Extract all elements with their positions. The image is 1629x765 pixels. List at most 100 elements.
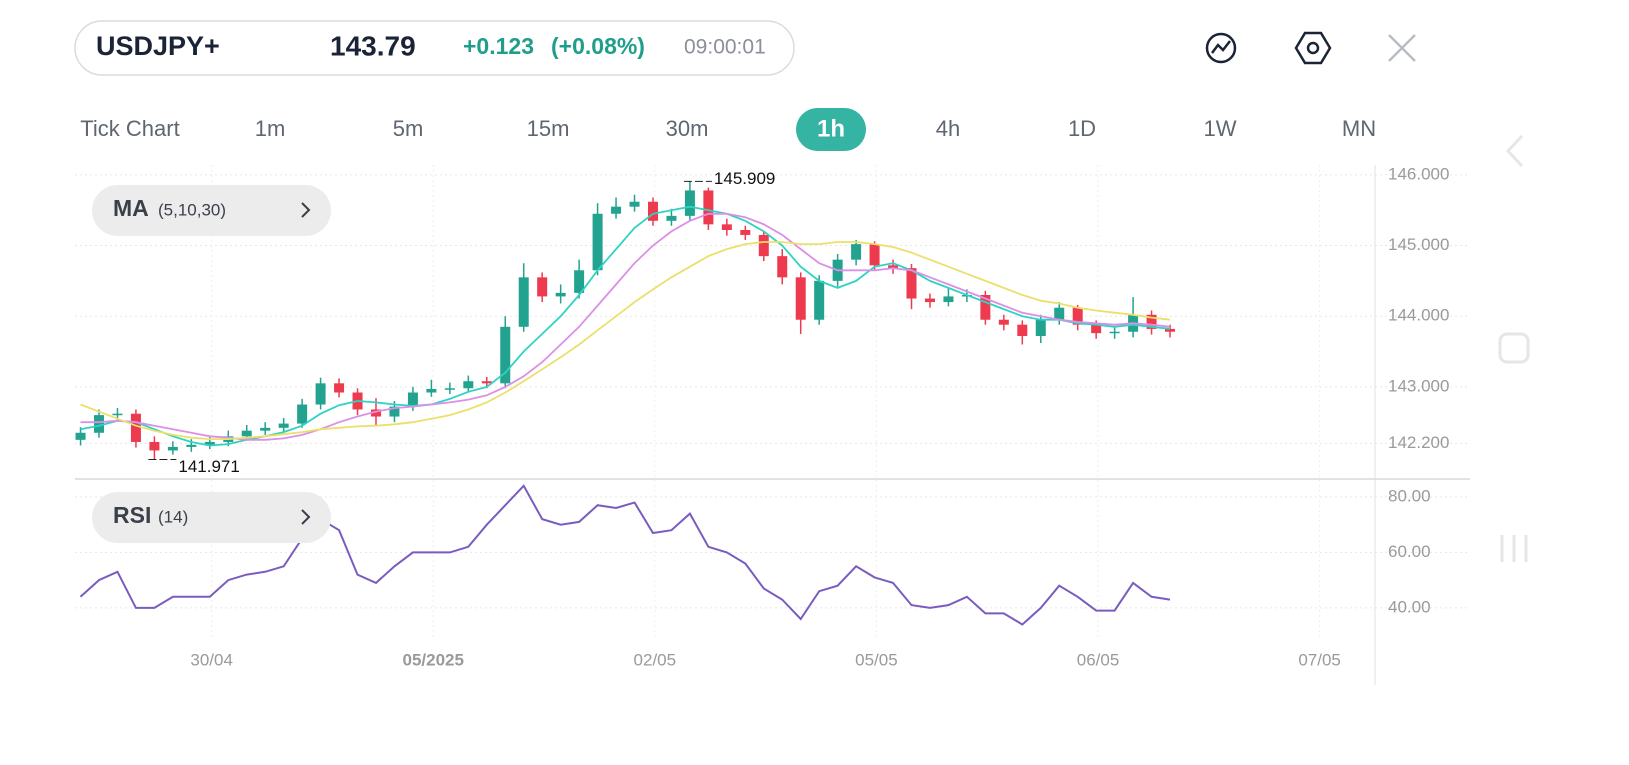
candle-body [906,268,917,299]
x-tick-label: 30/04 [190,650,233,669]
chevron [301,509,311,525]
candle-body [1165,328,1176,332]
timeframe[interactable]: 4h [936,116,960,141]
candle-body [315,383,326,405]
x-tick-label: 02/05 [634,650,677,669]
candle-body [740,230,751,235]
timeframe[interactable]: 5m [393,116,424,141]
timeframe-bar: Tick Chart 1m 5m 15m 30m 1h 4h 1D 1W MN [80,108,1376,151]
close-icon[interactable] [1388,34,1416,62]
timeframe[interactable]: 1W [1204,116,1237,141]
x-tick-label: 06/05 [1077,650,1120,669]
candle-body [463,381,474,389]
chevron [301,202,311,218]
quote-pill [74,20,795,76]
candle-body [167,446,178,451]
candle-body [795,277,806,320]
candle-body [297,404,308,424]
candle-body [204,441,215,445]
timeframe[interactable]: MN [1342,116,1376,141]
candle-body [1072,307,1083,325]
candle-body [851,244,862,260]
y-tick-label: 80.00 [1388,486,1431,505]
candle-body [721,224,732,231]
candle-body [574,270,585,293]
candle-body [703,190,714,225]
candle-body [518,277,529,327]
rsi-line [79,484,1171,626]
candle-body [444,388,455,390]
indicator-name: RSI [113,502,151,528]
moving-average [80,241,1171,440]
candle-body [241,430,252,437]
y-tick-label: 146.000 [1388,164,1449,183]
candle-body [647,201,658,221]
candle-body [555,292,566,297]
ma-pill[interactable] [92,185,331,236]
symbol: USDJPY+ [96,31,220,61]
candle-body [112,413,123,416]
side-icons [1498,134,1530,562]
timeframe[interactable]: 30m [666,116,709,141]
y-tick-label: 144.000 [1388,306,1449,325]
rsi-pill[interactable] [92,492,331,543]
price: 143.79 [330,30,416,61]
candle-body [407,392,418,407]
candle-body [481,381,492,384]
change: +0.123 [463,33,534,59]
candle-body [629,201,640,207]
candle-body [611,206,622,214]
y-tick-label: 40.00 [1388,597,1431,616]
selected-timeframe-bg [796,108,866,151]
indicator-params: (5,10,30) [158,200,226,219]
extreme-label: 141.971 [178,457,239,476]
candle-body [537,277,548,297]
candle-body [869,244,880,266]
candle-body [924,298,935,303]
settings-icon[interactable] [1294,31,1332,65]
x-tick-label: 07/05 [1298,650,1341,669]
indicator-params: (14) [158,507,188,526]
candle-body [998,319,1009,325]
candle-body [1017,324,1028,336]
indicator-icon[interactable] [1205,32,1237,64]
candle-body [370,409,381,417]
candle-body [75,432,86,440]
change-pct: (+0.08%) [551,33,645,59]
timeframe[interactable]: 1m [255,116,286,141]
candle-body [592,213,603,271]
candle-body [888,265,899,269]
y-tick-label: 142.200 [1388,433,1449,452]
candle-body [814,280,825,320]
candle-body [758,234,769,257]
candle-body [260,427,271,431]
y-tick-label: 60.00 [1388,542,1431,561]
candle-body [94,415,105,433]
candle-body [943,296,954,303]
timeframe[interactable]: Tick Chart [80,116,179,141]
moving-average [80,205,1171,447]
timeframe[interactable]: 1h [817,115,845,142]
x-tick-label: 05/2025 [403,650,464,669]
time: 09:00:01 [684,36,766,59]
candle-body [666,215,677,221]
extreme-label: 145.909 [714,169,775,188]
candle-body [149,441,160,451]
candle-body [186,444,197,447]
timeframe[interactable]: 1D [1068,116,1096,141]
x-tick-label: 05/05 [855,650,898,669]
moving-average [80,212,1171,441]
candle-body [426,388,437,393]
candle-body [777,256,788,278]
y-tick-label: 143.000 [1388,376,1449,395]
candle-body [389,406,400,417]
indicator-name: MA [113,195,149,221]
candle-body [1109,331,1120,334]
candle-body [684,190,695,216]
timeframe[interactable]: 15m [527,116,570,141]
candle-body [278,423,289,428]
candle-body [1091,324,1102,334]
candle-body [1035,319,1046,336]
